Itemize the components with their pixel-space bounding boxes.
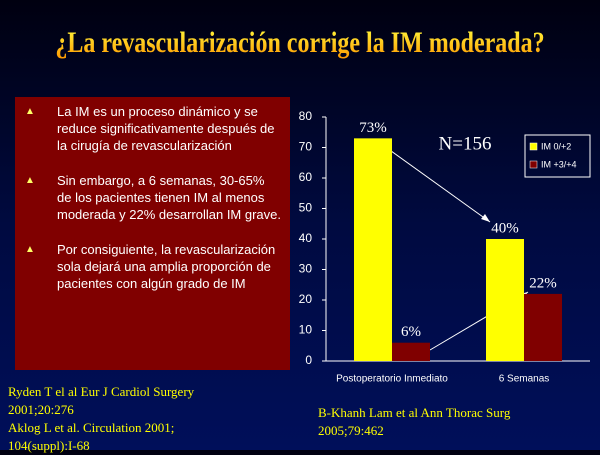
y-tick-label: 30 xyxy=(299,262,313,276)
bar xyxy=(392,342,430,361)
legend-label: IM 0/+2 xyxy=(541,141,571,151)
y-tick-label: 80 xyxy=(299,109,313,123)
y-tick-label: 0 xyxy=(305,353,312,367)
bar xyxy=(524,293,562,361)
reference-line: 104(suppl):I-68 xyxy=(8,438,90,453)
bullet: Por consiguiente, la revascularización s… xyxy=(25,241,282,292)
arrow xyxy=(379,142,491,223)
legend-label: IM +3/+4 xyxy=(541,159,577,169)
references: Ryden T el al Eur J Cardiol Surgery 2001;… xyxy=(8,383,194,455)
y-tick-label: 20 xyxy=(299,292,313,306)
y-tick-label: 40 xyxy=(299,231,313,245)
reference-line: 2001;20:276 xyxy=(8,402,74,417)
reference-line: B-Khanh Lam et al Ann Thorac Surg xyxy=(318,405,511,420)
bullet: Sin embargo, a 6 semanas, 30-65% de los … xyxy=(25,172,282,223)
y-tick-label: 60 xyxy=(299,170,313,184)
legend-box xyxy=(524,134,591,178)
arrow-head xyxy=(481,214,490,222)
reference-line: Ryden T el al Eur J Cardiol Surgery xyxy=(8,384,195,399)
y-tick-label: 70 xyxy=(299,140,313,154)
bar xyxy=(486,239,524,361)
value-label: 6% xyxy=(401,324,421,340)
bar xyxy=(354,138,392,361)
references: B-Khanh Lam et al Ann Thorac Surg 2005;79… xyxy=(318,404,510,440)
y-tick-label: 50 xyxy=(299,201,313,215)
bullet-box: La IM es un proceso dinámico y se reduce… xyxy=(15,97,290,370)
x-tick-label: 6 Semanas xyxy=(499,374,550,385)
value-label: 22% xyxy=(529,275,557,291)
reference-line: Aklog L et al. Circulation 2001; xyxy=(8,420,175,435)
slide-title: ¿La revascularización corrige la IM mode… xyxy=(55,25,544,58)
bullet: La IM es un proceso dinámico y se reduce… xyxy=(25,103,282,154)
x-tick-label: Postoperatorio Inmediato xyxy=(336,374,448,385)
reference-line: 2005;79:462 xyxy=(318,423,384,438)
legend-swatch xyxy=(529,142,538,151)
y-tick-label: 10 xyxy=(299,323,313,337)
legend-swatch xyxy=(529,160,538,169)
value-label: 73% xyxy=(359,120,387,136)
value-label: 40% xyxy=(491,220,519,236)
annotation: N=156 xyxy=(439,133,492,154)
